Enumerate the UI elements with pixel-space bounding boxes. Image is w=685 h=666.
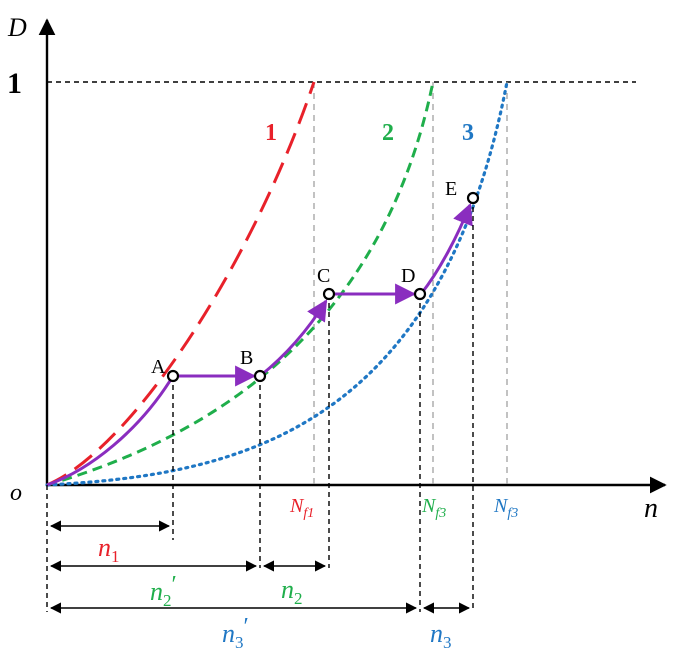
curve-3-label: 3 [462, 120, 474, 146]
curve-1 [46, 81, 316, 487]
interval-n3-prime-label: n3′ [222, 614, 249, 652]
point-d [413, 287, 427, 301]
interval-n2-label: n2 [281, 575, 303, 608]
failure-label-1: Nf1 [289, 495, 314, 521]
curve-2-label: 2 [382, 120, 394, 146]
point-c [322, 287, 336, 301]
loading-path-b-c [259, 299, 328, 378]
curve-3 [45, 80, 509, 487]
loading-path-o-a [46, 375, 175, 487]
point-label-a: A [151, 356, 166, 378]
interval-n3-label: n3 [430, 619, 452, 652]
failure-label-2: Nf3 [421, 495, 446, 521]
d-one-label: 1 [7, 67, 22, 100]
y-axis-label: D [7, 13, 27, 42]
curve-2 [46, 81, 435, 487]
failure-label-3: Nf3 [493, 495, 518, 521]
point-b [253, 369, 267, 383]
point-a [166, 369, 180, 383]
loading-path-d-e [419, 203, 473, 295]
point-label-b: B [240, 347, 253, 369]
point-label-c: C [317, 265, 330, 287]
x-axis-label: n [644, 493, 658, 524]
point-e [466, 191, 480, 205]
interval-n1-label: n1 [98, 533, 120, 566]
origin-label: o [10, 480, 22, 506]
point-label-e: E [445, 178, 457, 200]
curve-1-label: 1 [265, 120, 277, 146]
interval-n2-prime-label: n2′ [150, 572, 177, 610]
point-label-d: D [401, 265, 415, 287]
